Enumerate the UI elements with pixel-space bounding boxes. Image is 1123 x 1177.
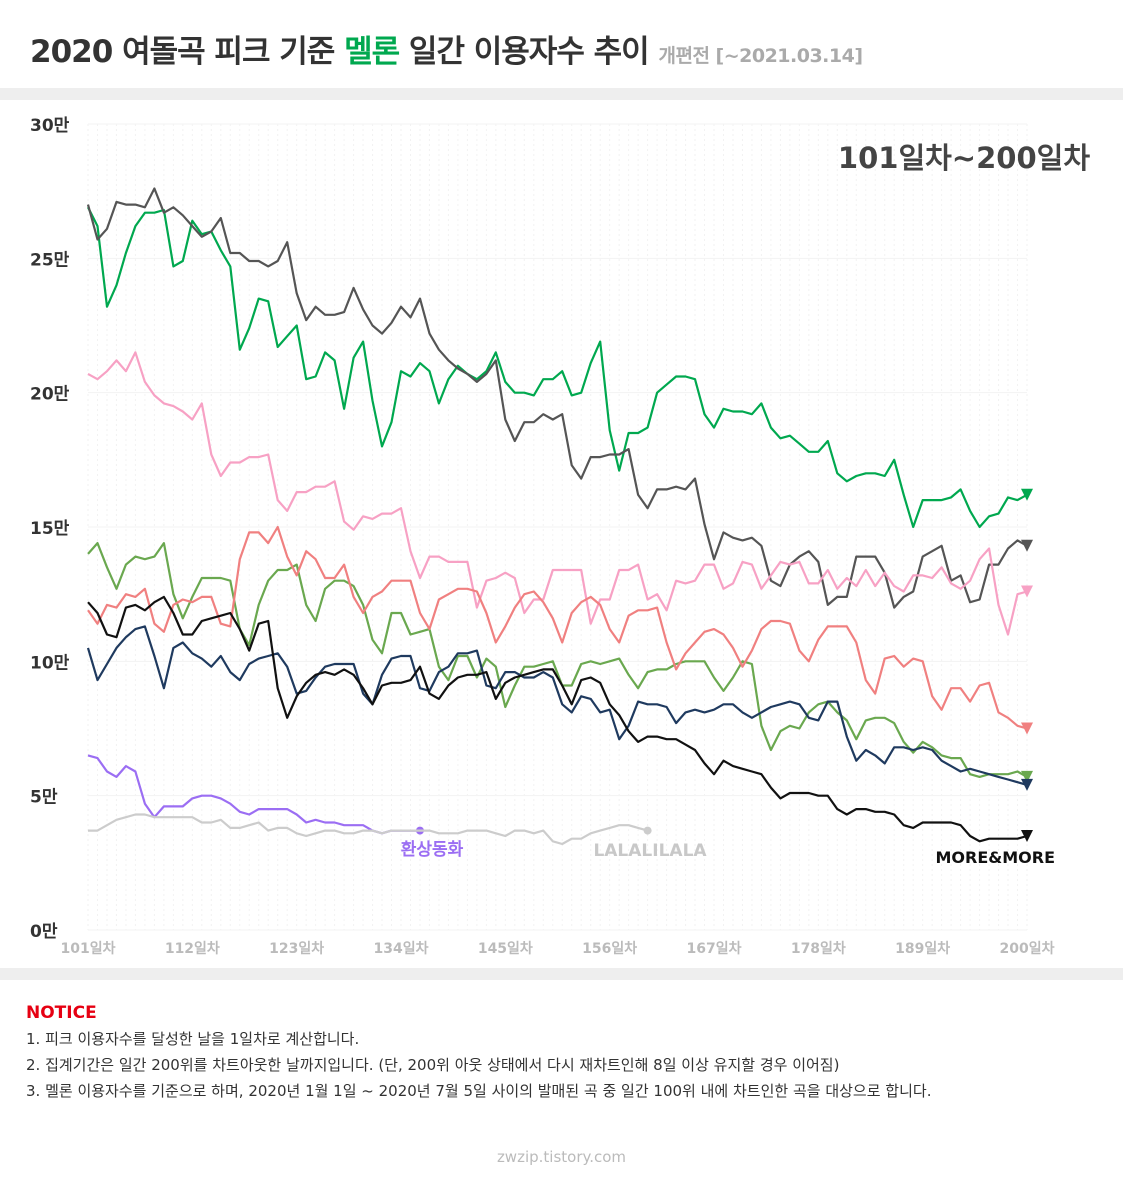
range-label: 101일차~200일차	[838, 141, 1090, 175]
series-line-dark-gray	[86, 187, 1028, 609]
label-moremore: MORE&MORE	[936, 848, 1056, 867]
x-tick-label: 200일차	[1000, 941, 1055, 957]
series-line-salmon	[87, 525, 1028, 730]
title-melon: 멜론	[344, 34, 400, 70]
y-tick-label: 15만	[30, 519, 70, 539]
label-lalalilala: LALALILALA	[593, 841, 707, 861]
series-end-marker-dark-gray	[1021, 539, 1033, 552]
notice-heading: NOTICE	[26, 1003, 97, 1023]
series-end-marker-black	[1021, 829, 1033, 842]
y-axis: 0만 5만 10만 15만 20만 25만 30만	[30, 116, 70, 942]
y-tick-label: 0만	[30, 922, 58, 942]
x-tick-label: 156일차	[582, 941, 637, 957]
title-sub: 개편전 [~2021.03.14]	[658, 45, 863, 67]
notice-box: NOTICE 1. 피크 이용자수를 달성한 날을 1일차로 계산합니다. 2.…	[26, 1000, 931, 1104]
label-fantasy: 환상동화	[401, 840, 464, 860]
series-line-navy	[86, 625, 1028, 786]
x-tick-label: 134일차	[374, 941, 429, 957]
y-tick-label: 30만	[30, 116, 70, 136]
series-line-green	[87, 206, 1028, 529]
y-tick-label: 5만	[30, 788, 58, 808]
footer-site: zwzip.tistory.com	[496, 1148, 627, 1166]
x-tick-label: 101일차	[61, 941, 116, 957]
series-line-LALALILALA	[88, 813, 648, 846]
notice-line-2: 2. 집계기간은 일간 200위를 차트아웃한 날까지입니다. (단, 200위…	[26, 1056, 840, 1074]
y-tick-label: 20만	[30, 385, 70, 405]
x-tick-label: 123일차	[269, 941, 324, 957]
series-end-marker-olive-green	[1021, 770, 1033, 783]
title-rest: 일간 이용자수 추이	[399, 34, 659, 70]
x-tick-label: 167일차	[687, 941, 742, 957]
x-tick-label: 189일차	[895, 941, 950, 957]
page-title: 2020 여돌곡 피크 기준 멜론 일간 이용자수 추이 개편전 [~2021.…	[30, 26, 863, 71]
title-main: 2020 여돌곡 피크 기준	[30, 34, 345, 70]
series-end-marker-green	[1021, 488, 1033, 501]
x-tick-label: 178일차	[791, 941, 846, 957]
series-end-marker-navy	[1021, 778, 1033, 791]
chart-grid	[87, 123, 1028, 931]
series-line-black	[87, 595, 1028, 843]
x-tick-label: 145일차	[478, 941, 533, 957]
notice-line-3: 3. 멜론 이용자수를 기준으로 하며, 2020년 1월 1일 ~ 2020년…	[26, 1082, 932, 1100]
series-line-환상동화	[87, 754, 420, 835]
series-line-pink	[87, 351, 1028, 636]
chart-series	[86, 187, 1033, 846]
y-tick-label: 10만	[30, 653, 70, 673]
series-end-marker-pink	[1021, 585, 1033, 598]
notice-line-1: 1. 피크 이용자수를 달성한 날을 1일차로 계산합니다.	[26, 1030, 360, 1048]
bottom-divider	[0, 968, 1123, 980]
series-end-marker-salmon	[1021, 722, 1033, 735]
y-tick-label: 25만	[30, 250, 70, 270]
x-tick-label: 112일차	[165, 941, 220, 957]
series-end-marker-LALALILALA	[643, 826, 652, 835]
line-chart: 0만 5만 10만 15만 20만 25만 30만 101일차 112일차 123일차 134일차…	[30, 116, 1090, 957]
top-divider	[0, 88, 1123, 100]
x-axis: 101일차 112일차 123일차 134일차 145일차 156일차 167일차 178일차…	[61, 941, 1055, 957]
